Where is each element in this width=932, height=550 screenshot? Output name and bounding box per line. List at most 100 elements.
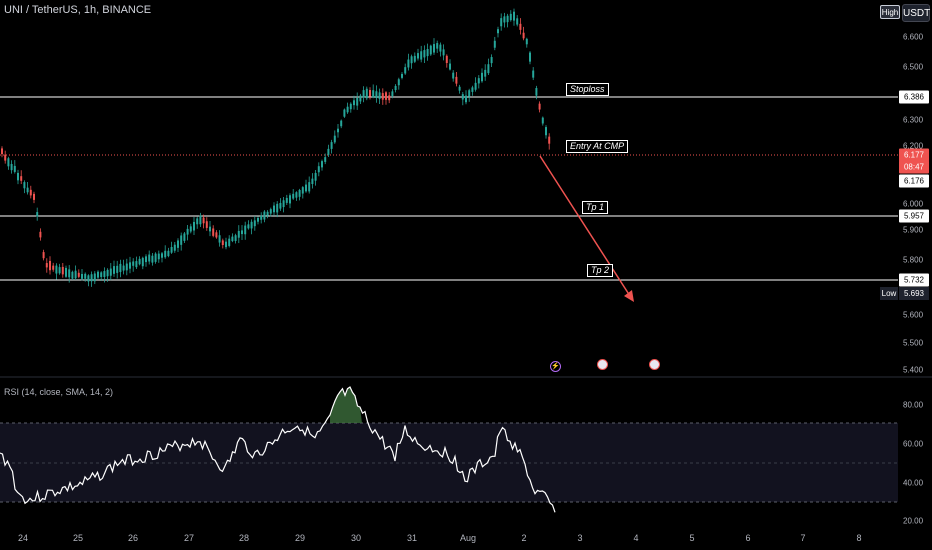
candle-body (170, 247, 173, 253)
candle-body (7, 158, 10, 167)
time-tick: 25 (72, 533, 84, 543)
price-tick: 5.400 (903, 365, 924, 375)
candle-body (132, 261, 135, 266)
candle-body (391, 91, 394, 97)
candle-body (449, 63, 451, 70)
candle-body (295, 192, 298, 198)
candle-body (314, 172, 317, 181)
candle-body (237, 230, 240, 238)
candle-body (445, 55, 448, 63)
candle-body (193, 221, 195, 231)
tp2-label[interactable]: Tp 2 (587, 264, 614, 277)
candle-body (269, 209, 272, 214)
candle-body (71, 271, 74, 279)
time-tick: 28 (238, 533, 250, 543)
lightning-icon[interactable]: ⚡ (550, 361, 561, 372)
candle-body (413, 55, 416, 62)
candle-body (381, 93, 384, 100)
candle-body (532, 70, 535, 78)
candle-body (522, 32, 525, 39)
candle-body (497, 29, 499, 34)
candle-body (263, 211, 266, 220)
tp1-price-badge: 5.957 (899, 209, 929, 223)
us-flag-icon[interactable] (649, 359, 660, 370)
currency-button[interactable]: USDT (902, 4, 930, 22)
time-tick: 29 (294, 533, 306, 543)
candle-body (138, 258, 141, 265)
candle-body (77, 272, 80, 277)
price-tick: 6.300 (903, 115, 924, 125)
time-tick: 3 (577, 533, 583, 543)
candle-body (205, 221, 208, 228)
candle-body (266, 211, 269, 216)
candle-body (33, 193, 35, 200)
stoploss-label[interactable]: Stoploss (566, 83, 609, 96)
candle-body (349, 103, 352, 110)
candle-body (225, 241, 227, 248)
candle-body (279, 202, 282, 209)
candle-body (4, 154, 7, 161)
candle-body (372, 90, 375, 98)
symbol-title[interactable]: UNI / TetherUS, 1h, BINANCE (4, 4, 152, 16)
candle-body (474, 82, 477, 90)
candle-body (401, 73, 403, 78)
candle-body (228, 238, 231, 246)
candle-body (308, 182, 311, 192)
candle-body (471, 87, 474, 92)
price-tick: 6.500 (903, 62, 924, 72)
candle-body (189, 226, 192, 232)
candle-body (468, 90, 471, 97)
candle-body (87, 275, 90, 282)
candle-body (394, 85, 397, 91)
candle-body (407, 59, 410, 68)
candle-body (519, 23, 522, 30)
candle-body (458, 86, 461, 91)
candle-body (202, 217, 205, 224)
candle-body (369, 90, 371, 97)
candle-body (493, 40, 496, 48)
price-tick: 6.200 (903, 141, 924, 151)
rsi-tick: 60.00 (903, 439, 924, 449)
candle-body (301, 187, 304, 194)
candle-body (52, 265, 55, 270)
candle-body (298, 189, 301, 197)
candle-body (244, 225, 247, 235)
candle-body (545, 127, 547, 136)
candle-body (436, 43, 439, 49)
candle-body (346, 106, 349, 113)
candle-body (58, 267, 61, 274)
projection-arrow[interactable] (539, 155, 631, 297)
rsi-indicator-label[interactable]: RSI (14, close, SMA, 14, 2) (4, 387, 114, 397)
rsi-band (0, 423, 898, 502)
candle-body (433, 44, 435, 53)
candle-body (490, 57, 493, 64)
rsi-overbought-fill (330, 387, 362, 423)
candle-body (356, 97, 359, 106)
candle-body (74, 270, 77, 279)
low-label: Low (880, 287, 898, 300)
candle-body (529, 52, 531, 62)
candle-body (365, 88, 368, 99)
candle-body (106, 269, 109, 277)
candle-body (234, 235, 237, 241)
candle-body (538, 103, 541, 110)
candle-body (23, 182, 26, 189)
arrow-head (624, 290, 634, 302)
high-button[interactable]: High (880, 5, 900, 19)
candle-body (26, 187, 29, 193)
candle-body (359, 95, 362, 102)
candle-body (397, 79, 400, 86)
entry-label[interactable]: Entry At CMP (566, 140, 629, 153)
candle-body (420, 51, 423, 60)
candle-body (513, 11, 515, 21)
time-tick: 30 (350, 533, 362, 543)
candle-body (461, 94, 464, 100)
candle-body (343, 109, 346, 117)
tp1-label[interactable]: Tp 1 (582, 201, 609, 214)
rsi-tick: 40.00 (903, 478, 924, 488)
candle-body (81, 273, 83, 279)
candle-body (109, 268, 112, 276)
candle-body (317, 166, 320, 173)
us-flag-icon[interactable] (597, 359, 608, 370)
